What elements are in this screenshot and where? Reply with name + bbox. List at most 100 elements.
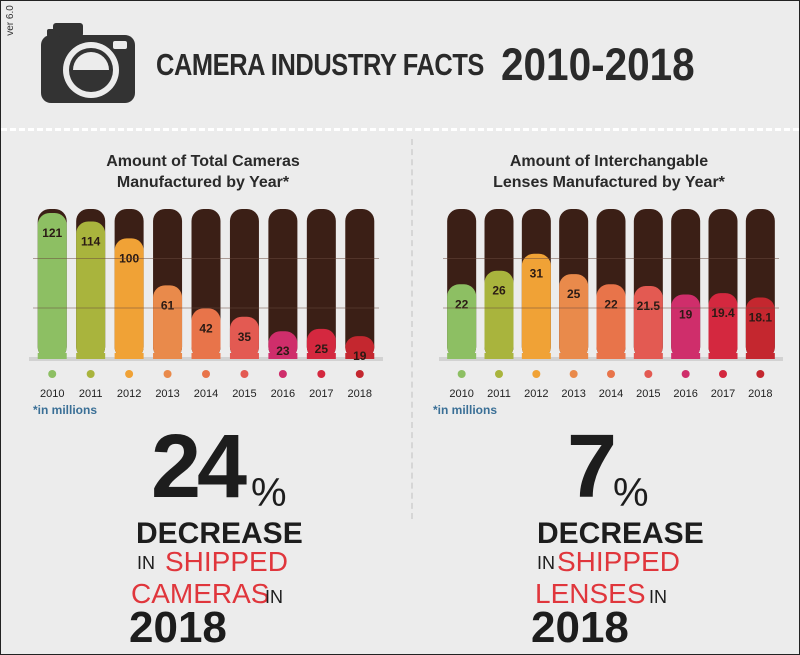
bar-2010	[447, 284, 477, 359]
chart-title-cameras: Amount of Total Cameras Manufactured by …	[106, 153, 300, 191]
year-dot	[756, 370, 765, 378]
bar-2011	[76, 221, 106, 359]
tick-label: 2018	[348, 388, 372, 400]
lenses-bar-chart: 22 2010 26 2011 31 2012 25 2013 22 2014 21.5 2015 19…	[439, 209, 783, 400]
stat-number-lenses: 7	[567, 417, 618, 517]
chart-title-lenses: Amount of Interchangable Lenses Manufact…	[493, 153, 725, 191]
tick-label: 2011	[487, 388, 511, 400]
data-label: 25	[567, 287, 581, 301]
stat-percent-lenses: %	[613, 471, 649, 515]
year-dot	[495, 370, 503, 378]
tick-label: 2016	[673, 388, 697, 400]
bar-foot	[153, 353, 183, 359]
tick-label: 2014	[599, 388, 623, 400]
bar-2015	[633, 286, 663, 359]
tick-label: 2015	[636, 388, 660, 400]
bar-foot	[559, 353, 589, 359]
tick-label: 2012	[524, 388, 548, 400]
bar-track	[345, 209, 375, 359]
bar-foot	[114, 353, 144, 359]
bar-foot	[268, 353, 298, 359]
bar-2013	[153, 285, 183, 359]
bar-2010	[37, 213, 67, 359]
stat-item-cameras: CAMERAS	[131, 578, 270, 609]
bar-2011	[484, 270, 514, 359]
column-divider	[411, 139, 413, 519]
stat-in-cameras: IN	[137, 553, 155, 573]
version-label: ver 6.0	[4, 5, 16, 36]
bar-2017	[708, 293, 738, 359]
units-note-lenses: *in millions	[433, 403, 498, 417]
bar-2012	[521, 253, 551, 359]
tick-label: 2015	[232, 388, 256, 400]
bar-2012	[114, 238, 144, 359]
stat-year-cameras: 2018	[129, 603, 227, 652]
data-label: 121	[42, 226, 62, 240]
bar-foot	[745, 353, 775, 359]
year-dot	[532, 370, 541, 378]
data-label: 18.1	[749, 311, 773, 325]
bar-track	[306, 209, 336, 359]
bar-2014	[191, 308, 221, 359]
year-dot	[644, 370, 653, 378]
bar-foot	[708, 353, 738, 359]
bar-2017	[306, 328, 336, 359]
year-dot	[125, 370, 134, 378]
stat-shipped-cameras: SHIPPED	[165, 546, 288, 577]
bar-foot	[306, 353, 336, 359]
tick-label: 2012	[117, 388, 141, 400]
year-dot	[278, 370, 287, 378]
cameras-bar-chart: 1212010114201110020126120134220143520152…	[29, 209, 383, 400]
year-dot	[163, 370, 172, 378]
data-label: 22	[455, 297, 469, 311]
stat-decrease-cameras: DECREASE	[136, 517, 303, 550]
data-label: 26	[492, 284, 506, 298]
data-label: 31	[530, 267, 544, 281]
tick-label: 2014	[194, 388, 218, 400]
bar-2014	[596, 284, 626, 359]
stat-number-cameras: 24	[151, 417, 247, 517]
bar-2015	[229, 316, 259, 359]
bar-foot	[596, 353, 626, 359]
year-dot	[457, 370, 466, 378]
stat-in2-lenses: IN	[649, 587, 667, 607]
year-dot	[569, 370, 578, 378]
tick-label: 2010	[40, 388, 64, 400]
bar-foot	[521, 353, 551, 359]
bar-foot	[345, 353, 375, 359]
year-dot	[607, 370, 615, 378]
stat-shipped-lenses: SHIPPED	[557, 546, 680, 577]
year-dot	[86, 370, 95, 378]
bar-foot	[191, 353, 221, 359]
stat-decrease-lenses: DECREASE	[537, 517, 704, 550]
bar-foot	[229, 353, 259, 359]
year-dot	[202, 370, 210, 378]
page-title: CAMERA INDUSTRY FACTS	[156, 47, 484, 82]
divider	[1, 128, 799, 131]
bar-foot	[76, 353, 106, 359]
stat-year-lenses: 2018	[531, 603, 629, 652]
year-dot	[240, 370, 249, 378]
data-label: 114	[81, 234, 101, 248]
year-dot	[719, 370, 727, 378]
stat-percent-cameras: %	[251, 471, 287, 515]
year-dot	[681, 370, 690, 378]
bar-2013	[559, 274, 589, 359]
tick-label: 2011	[79, 388, 103, 400]
camera-icon	[41, 23, 135, 103]
data-label: 35	[238, 330, 252, 344]
stat-in-lenses: IN	[537, 553, 555, 573]
bar-2016	[268, 331, 298, 359]
data-label: 21.5	[637, 299, 661, 313]
stat-item-lenses: LENSES	[535, 578, 646, 609]
tick-label: 2013	[561, 388, 585, 400]
stat-in2-cameras: IN	[265, 587, 283, 607]
data-label: 22	[604, 297, 618, 311]
year-dot	[48, 370, 57, 378]
data-label: 19.4	[711, 306, 735, 320]
data-label: 19	[353, 349, 367, 363]
data-label: 25	[315, 342, 329, 356]
bar-2016	[671, 294, 701, 359]
bar-track	[268, 209, 298, 359]
